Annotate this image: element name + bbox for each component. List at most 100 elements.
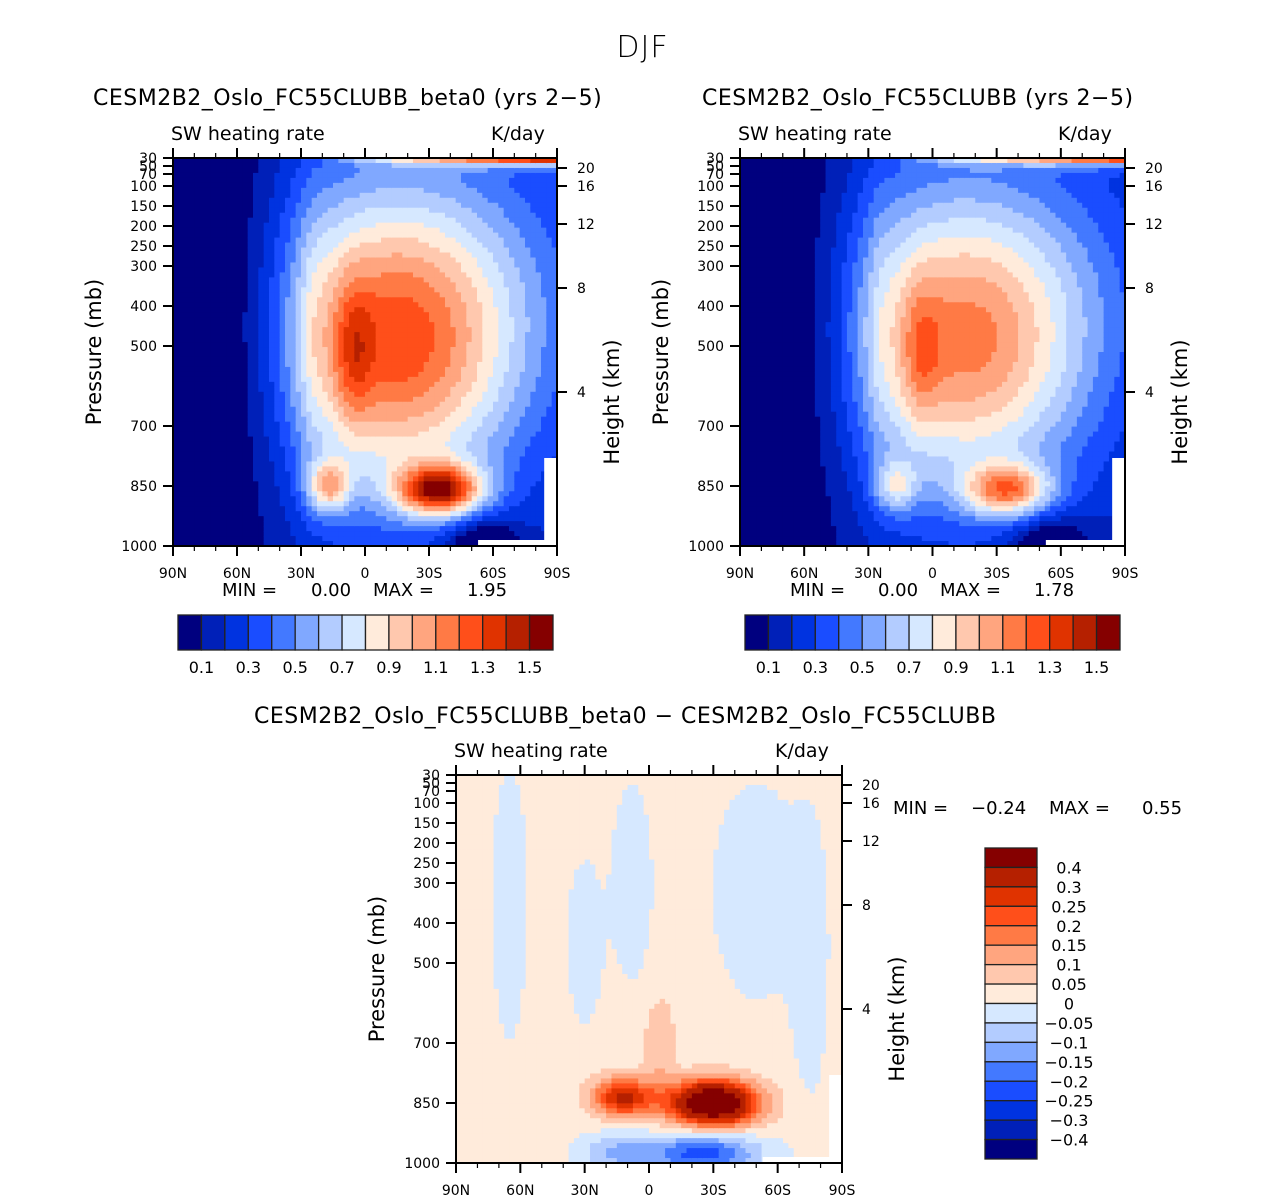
contour-cell — [461, 406, 467, 413]
contour-cell — [333, 247, 339, 254]
contour-cell — [407, 531, 414, 537]
contour-cell — [407, 307, 414, 313]
contour-cell — [306, 531, 313, 537]
contour-cell — [450, 167, 457, 174]
contour-cell — [482, 366, 489, 373]
contour-cell — [461, 356, 467, 363]
contour-cell — [258, 511, 265, 517]
contour-cell — [402, 197, 409, 204]
contour-cell — [173, 232, 179, 239]
contour-cell — [407, 491, 414, 497]
contour-cell — [263, 411, 270, 418]
contour-cell — [205, 172, 211, 179]
contour-cell — [375, 232, 382, 239]
contour-cell — [199, 317, 206, 323]
contour-cell — [221, 292, 227, 298]
contour-cell — [466, 426, 473, 433]
contour-cell — [487, 262, 494, 269]
contour-cell — [237, 356, 243, 363]
contour-cell — [226, 386, 233, 393]
contour-cell — [322, 376, 329, 383]
contour-cell — [349, 486, 355, 492]
contour-cell — [375, 366, 382, 373]
panel1-left-string: SW heating rate — [171, 123, 325, 145]
contour-cell — [365, 541, 371, 547]
contour-cell — [418, 536, 425, 542]
contour-cell — [445, 187, 451, 194]
contour-cell — [418, 446, 425, 453]
contour-cell — [215, 401, 222, 408]
contour-cell — [370, 197, 377, 204]
contour-cell — [493, 376, 499, 383]
contour-cell — [402, 441, 409, 448]
contour-cell — [263, 162, 270, 169]
contour-cell — [455, 302, 462, 308]
contour-cell — [290, 322, 297, 328]
contour-cell — [386, 162, 393, 169]
contour-cell — [205, 282, 211, 288]
contour-cell — [317, 167, 323, 174]
contour-cell — [263, 376, 270, 383]
contour-cell — [429, 342, 435, 348]
contour-cell — [386, 491, 393, 497]
contour-cell — [461, 501, 467, 507]
contour-cell — [231, 227, 238, 234]
contour-cell — [397, 237, 403, 244]
contour-cell — [178, 431, 185, 438]
contour-cell — [215, 506, 222, 512]
contour-cell — [311, 302, 318, 308]
contour-cell — [450, 431, 457, 438]
contour-cell — [498, 361, 505, 368]
contour-cell — [407, 451, 414, 458]
contour-cell — [269, 252, 275, 259]
contour-cell — [429, 391, 435, 398]
contour-cell — [237, 292, 243, 298]
contour-cell — [199, 421, 206, 428]
contour-cell — [189, 262, 195, 269]
contour-cell — [487, 511, 494, 517]
contour-cell — [461, 521, 467, 527]
contour-cell — [391, 411, 398, 418]
contour-cell — [290, 252, 297, 259]
contour-cell — [274, 267, 281, 274]
contour-cell — [194, 496, 201, 502]
contour-cell — [242, 376, 249, 383]
contour-cell — [295, 356, 302, 363]
panel3-title: CESM2B2_Oslo_FC55CLUBB_beta0 − CESM2B2_O… — [254, 704, 997, 729]
contour-cell — [194, 247, 201, 254]
panel1-plot: 90N 60N 30N 0 30S 60S 90S305070100150200250300… — [82, 148, 624, 582]
contour-cell — [482, 202, 489, 209]
contour-cell — [295, 217, 302, 224]
contour-cell — [317, 217, 323, 224]
contour-cell — [418, 501, 425, 507]
contour-cell — [290, 406, 297, 413]
contour-cell — [450, 446, 457, 453]
contour-cell — [247, 302, 254, 308]
contour-cell — [215, 262, 222, 269]
contour-cell — [199, 227, 206, 234]
contour-cell — [418, 187, 425, 194]
contour-cell — [450, 401, 457, 408]
contour-cell — [333, 421, 339, 428]
contour-cell — [247, 237, 254, 244]
contour-cell — [402, 282, 409, 288]
contour-cell — [509, 406, 515, 413]
contour-cell — [311, 167, 318, 174]
contour-cell — [173, 396, 179, 403]
contour-cell — [509, 232, 515, 239]
contour-cell — [466, 451, 473, 458]
contour-cell — [381, 322, 387, 328]
contour-cell — [333, 227, 339, 234]
contour-cell — [413, 481, 419, 487]
contour-cell — [194, 436, 201, 443]
contour-cell — [343, 302, 350, 308]
contour-cell — [242, 436, 249, 443]
contour-cell — [290, 342, 297, 348]
contour-cell — [263, 352, 270, 358]
contour-cell — [183, 202, 190, 209]
contour-cell — [487, 456, 494, 463]
contour-cell — [487, 207, 494, 214]
contour-cell — [317, 317, 323, 323]
contour-cell — [290, 227, 297, 234]
contour-cell — [333, 162, 339, 169]
